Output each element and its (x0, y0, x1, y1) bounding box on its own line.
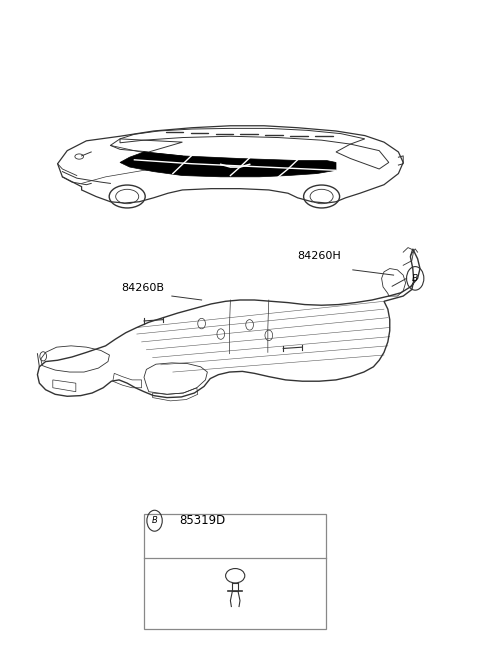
Text: 85319D: 85319D (180, 514, 226, 527)
Text: 84260H: 84260H (298, 251, 341, 261)
Text: 84260B: 84260B (121, 284, 164, 293)
Polygon shape (120, 152, 336, 177)
Text: B: B (152, 516, 157, 525)
Ellipse shape (226, 569, 245, 583)
Text: B: B (412, 274, 418, 283)
